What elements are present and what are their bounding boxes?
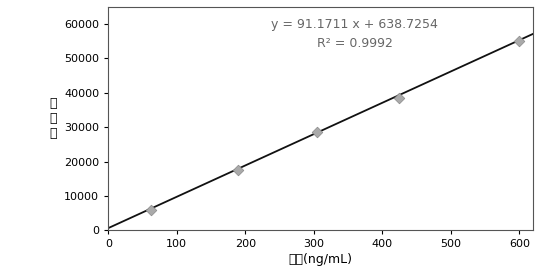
- Text: 峰
面
积: 峰 面 积: [49, 97, 57, 140]
- X-axis label: 浓度(ng/mL): 浓度(ng/mL): [289, 254, 353, 266]
- Text: y = 91.1711 x + 638.7254: y = 91.1711 x + 638.7254: [272, 18, 438, 31]
- Point: [515, 39, 524, 44]
- Text: R² = 0.9992: R² = 0.9992: [317, 37, 393, 50]
- Point: [313, 130, 322, 134]
- Point: [234, 168, 243, 172]
- Point: [395, 96, 404, 100]
- Point: [146, 207, 155, 212]
